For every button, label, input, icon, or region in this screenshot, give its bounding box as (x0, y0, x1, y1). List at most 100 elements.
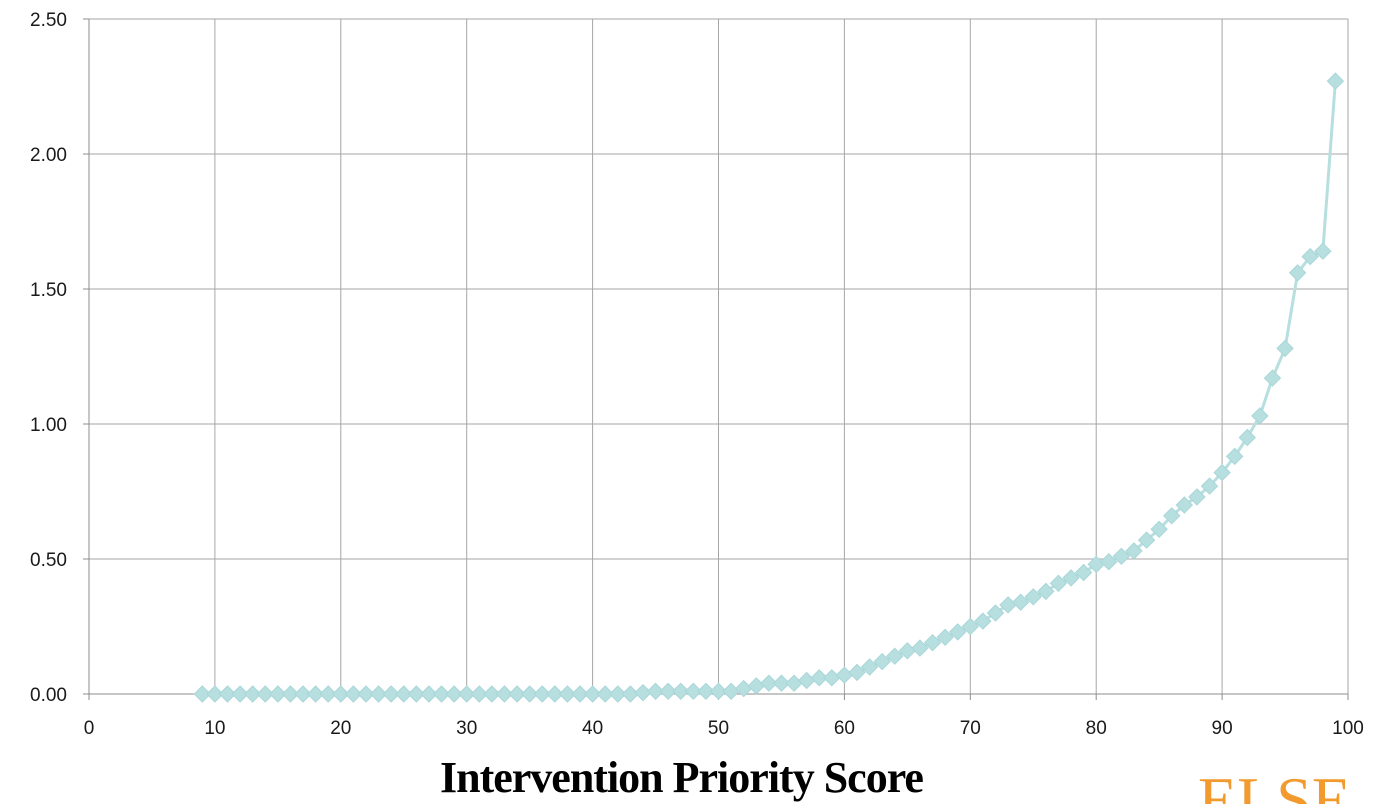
data-point (243, 685, 262, 703)
data-point (684, 682, 703, 701)
data-point (470, 685, 488, 703)
x-tick-label: 60 (834, 718, 855, 739)
data-point (1011, 593, 1030, 611)
data-point (1288, 264, 1307, 282)
data-point (772, 674, 791, 692)
data-point (483, 685, 501, 703)
data-point (281, 685, 300, 703)
data-point (1301, 247, 1319, 266)
data-point (206, 685, 224, 703)
data-point (911, 639, 929, 657)
series-layer (193, 72, 1345, 703)
x-tick-label: 100 (1332, 718, 1364, 739)
data-point (646, 682, 665, 701)
data-point (583, 685, 602, 703)
data-point (1049, 574, 1068, 593)
data-point (420, 685, 438, 703)
data-point (344, 685, 363, 703)
data-point (1225, 447, 1244, 466)
y-tick-label: 2.50 (30, 10, 67, 31)
data-point (974, 612, 992, 630)
data-point (1074, 563, 1093, 582)
data-point (835, 666, 854, 684)
series-line (202, 80, 1337, 696)
data-point (609, 685, 627, 703)
x-tick-label: 10 (204, 718, 225, 739)
y-tick-label: 1.50 (30, 280, 67, 301)
tick-labels: 0 10 20 30 40 50 60 70 80 90 100 0.00 0.50 1.00 1.50 2.… (30, 10, 1364, 739)
data-point (1263, 369, 1282, 387)
axes (83, 18, 1349, 700)
data-point (1024, 588, 1042, 606)
data-point (520, 685, 539, 703)
data-point (546, 685, 564, 703)
data-point (1251, 407, 1269, 425)
data-point (697, 682, 715, 701)
y-tick-label: 0.50 (30, 550, 67, 571)
data-point (193, 685, 212, 703)
x-tick-label: 70 (960, 718, 981, 739)
data-point (949, 623, 967, 641)
data-point (709, 682, 728, 701)
data-point (369, 685, 388, 703)
data-point (873, 652, 891, 671)
data-point (672, 682, 690, 701)
data-point (1137, 531, 1156, 549)
data-point (1112, 547, 1131, 566)
y-tick-label: 0.00 (30, 685, 67, 706)
data-point (659, 682, 677, 701)
data-point (395, 685, 413, 703)
y-tick-label: 1.00 (30, 415, 67, 436)
data-point (785, 674, 803, 692)
data-point (961, 617, 980, 636)
data-point (747, 677, 765, 695)
x-tick-label: 20 (330, 718, 351, 739)
data-point (797, 671, 816, 690)
x-tick-label: 40 (582, 718, 603, 739)
data-point (256, 685, 274, 703)
data-point (886, 647, 904, 665)
data-point (306, 685, 325, 703)
data-point (457, 685, 476, 703)
data-point (823, 669, 841, 687)
data-point (332, 685, 350, 703)
data-point (1200, 477, 1219, 495)
data-point (760, 674, 778, 692)
data-point (407, 685, 426, 703)
data-point (558, 685, 577, 703)
data-point (923, 633, 942, 652)
data-point (357, 685, 375, 703)
data-point (1314, 242, 1332, 260)
publisher-logo: ELSE (1198, 768, 1351, 804)
data-point (596, 685, 614, 703)
data-point (319, 685, 337, 703)
gridlines (89, 18, 1349, 694)
data-point (1326, 72, 1345, 90)
data-point (1163, 507, 1181, 525)
data-point (294, 685, 312, 703)
data-point (1037, 582, 1055, 601)
data-point (231, 685, 249, 703)
data-point (810, 669, 828, 687)
data-point (1150, 520, 1168, 539)
data-point (1125, 542, 1143, 560)
data-point (1100, 552, 1118, 571)
data-point (986, 604, 1005, 622)
data-point (1276, 339, 1294, 358)
data-point (936, 628, 954, 647)
data-point (508, 685, 526, 703)
x-tick-label: 90 (1212, 718, 1233, 739)
data-point (432, 685, 451, 703)
data-point (1238, 428, 1256, 447)
data-point (999, 596, 1017, 614)
x-axis-title: Intervention Priority Score (440, 753, 924, 802)
y-tick-label: 2.00 (30, 145, 67, 166)
data-point (218, 685, 237, 703)
data-point (571, 685, 589, 703)
data-point (848, 663, 866, 682)
x-tick-label: 50 (708, 718, 729, 739)
data-point (445, 685, 463, 703)
x-tick-label: 30 (456, 718, 477, 739)
data-point (269, 685, 287, 703)
